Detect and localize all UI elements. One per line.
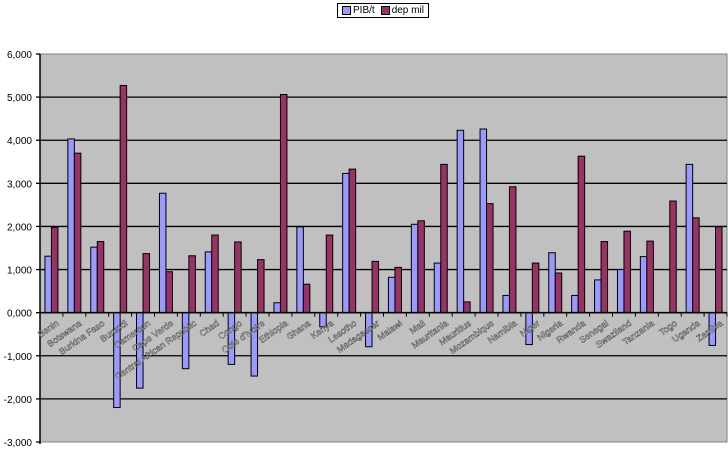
bar-dep-mil (440, 163, 448, 314)
bar-dep-mil (600, 241, 609, 314)
bar-dep-mil (211, 234, 219, 314)
bar-dep-mil (302, 283, 311, 314)
bar-dep-mil (394, 266, 402, 314)
bar-pib-t (479, 128, 488, 314)
bar-dep-mil (692, 217, 700, 314)
legend-label: dep mil (391, 5, 424, 16)
bar-dep-mil (508, 186, 517, 314)
y-tick-label: -3,000 (4, 438, 33, 449)
legend-label: PIB/t (353, 5, 375, 16)
bar-dep-mil (463, 301, 471, 314)
bar-pib-t (616, 269, 625, 314)
bar-dep-mil (715, 226, 723, 314)
bar-pib-t (548, 252, 556, 314)
bar-dep-mil (371, 260, 380, 314)
bar-pib-t (387, 276, 396, 314)
y-tick-label: 0,000 (7, 309, 32, 320)
bar-dep-mil (623, 230, 631, 314)
y-tick-label: 5,000 (7, 93, 32, 104)
bar-pib-t (433, 262, 442, 314)
bar-pib-t (158, 192, 167, 314)
bar-pib-t (571, 294, 579, 314)
bar-dep-mil (188, 255, 196, 314)
bar-pib-t (502, 294, 510, 314)
y-tick-label: 3,000 (7, 179, 32, 190)
legend-item-1: dep mil (380, 5, 424, 16)
y-tick-label: 4,000 (7, 136, 32, 147)
bar-dep-mil (73, 152, 82, 314)
bar-dep-mil (119, 84, 128, 314)
bar-pib-t (204, 251, 213, 314)
bar-dep-mil (234, 241, 242, 314)
bar-dep-mil (554, 272, 563, 314)
bar-dep-mil (577, 155, 586, 314)
bar-pib-t (342, 172, 350, 314)
bar-pib-t (296, 226, 304, 314)
legend-item-0: PIB/t (342, 5, 375, 16)
bar-pib-t (456, 129, 465, 314)
plot-area (39, 53, 728, 443)
y-tick-label: 1,000 (7, 266, 32, 277)
bar-dep-mil (142, 253, 151, 314)
bar-pib-t (44, 255, 52, 314)
y-tick-label: 2,000 (7, 222, 32, 233)
bar-dep-mil (50, 226, 59, 314)
bar-dep-mil (348, 168, 357, 314)
y-tick-label: 6,000 (7, 50, 32, 61)
bar-pib-t (90, 246, 98, 314)
bar-pib-t (594, 279, 602, 314)
y-tick-label: -1,000 (4, 352, 33, 363)
bar-dep-mil (646, 240, 654, 314)
legend: PIB/t dep mil (337, 3, 429, 18)
bar-pib-t (639, 256, 648, 314)
bar-dep-mil (325, 234, 334, 314)
bar-dep-mil (669, 200, 677, 314)
bar-dep-mil (279, 94, 288, 314)
bar-pib-t (410, 223, 419, 314)
bar-dep-mil (257, 259, 265, 314)
bar-dep-mil (96, 241, 105, 314)
bar-pib-t (67, 138, 75, 314)
legend-swatch (342, 5, 351, 15)
bar-pib-t (273, 302, 281, 314)
bar-pib-t (685, 163, 694, 314)
bar-dep-mil (531, 262, 540, 314)
bar-dep-mil (486, 203, 494, 314)
bar-dep-mil (165, 271, 173, 314)
bar-dep-mil (417, 220, 425, 314)
legend-swatch (380, 5, 390, 15)
y-tick-label: -2,000 (4, 395, 33, 406)
